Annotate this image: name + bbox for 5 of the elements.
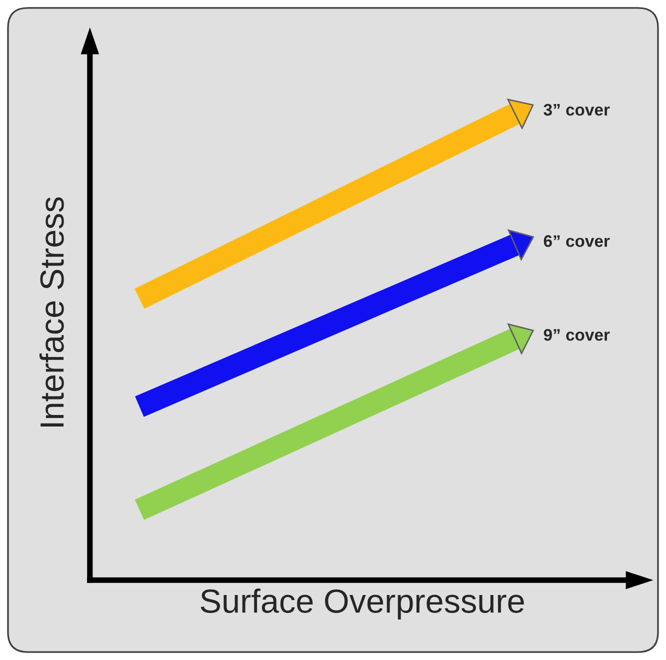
x-axis-title: Surface Overpressure: [200, 588, 524, 620]
y-axis-title: Interface Stress: [39, 197, 64, 426]
series-label: 6” cover: [544, 235, 610, 247]
series-label: 3” cover: [544, 104, 610, 116]
series-label: 9” cover: [544, 328, 610, 341]
